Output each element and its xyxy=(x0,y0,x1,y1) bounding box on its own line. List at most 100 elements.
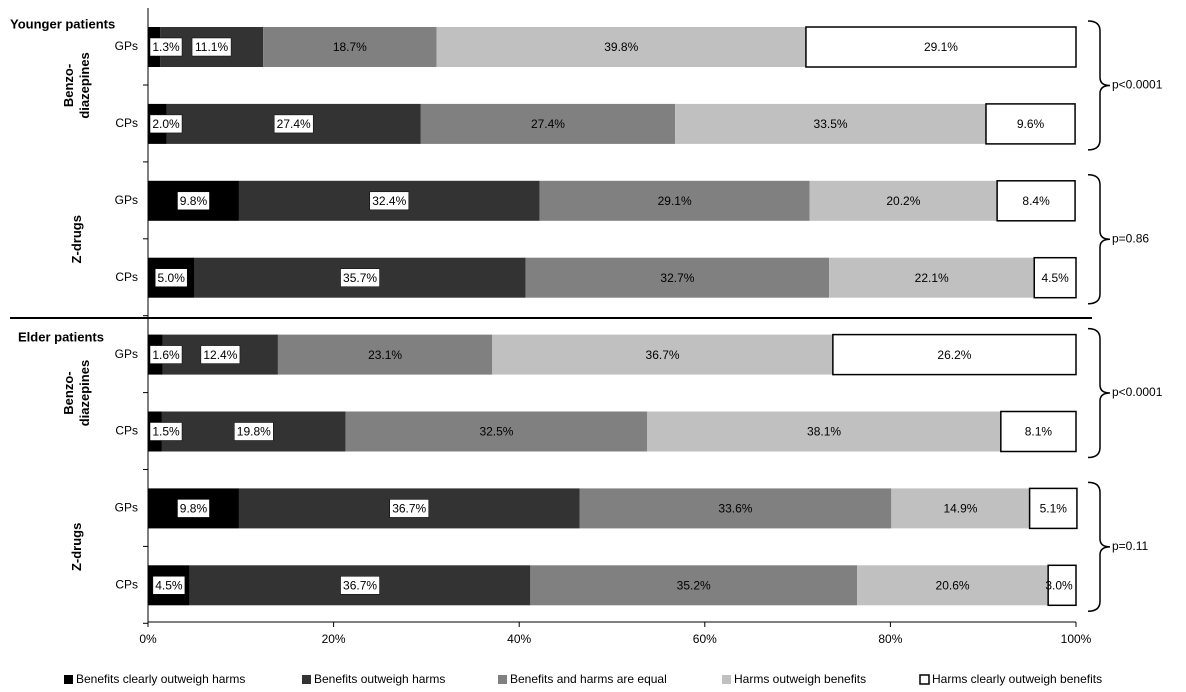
label-box xyxy=(200,345,241,364)
bar-segment xyxy=(1028,487,1078,530)
label-box xyxy=(369,191,410,211)
bar-segment xyxy=(805,26,1077,68)
group-label-line: Z-drugs xyxy=(69,523,84,571)
data-label: 26.2% xyxy=(937,348,971,362)
p-value: p<0.0001 xyxy=(1112,78,1163,92)
x-tick-label: 100% xyxy=(1061,632,1092,646)
label-box xyxy=(191,37,232,57)
data-label: 33.6% xyxy=(718,502,752,516)
bar-segment xyxy=(1000,410,1077,453)
data-label: 5.0% xyxy=(158,271,186,285)
data-label: 20.6% xyxy=(936,578,970,592)
x-tick-label: 40% xyxy=(507,632,531,646)
category-label: CPs xyxy=(115,424,138,438)
label-box xyxy=(273,114,314,134)
data-label: 27.4% xyxy=(277,117,311,131)
group-label-line: Benzo- xyxy=(61,371,76,414)
data-label: 11.1% xyxy=(195,40,228,54)
data-label: 4.5% xyxy=(155,578,183,592)
category-label: GPs xyxy=(115,193,138,207)
data-label: 29.1% xyxy=(924,40,958,54)
bar-segment xyxy=(985,103,1076,145)
bar-segment xyxy=(277,334,493,375)
label-box xyxy=(389,499,429,518)
category-label: CPs xyxy=(115,270,138,284)
group-label: Z-drugs xyxy=(69,523,84,571)
legend-label: Benefits outweigh harms xyxy=(314,672,445,686)
bar-segment xyxy=(525,257,830,298)
data-label: 39.8% xyxy=(604,40,638,54)
x-tick-label: 20% xyxy=(322,632,346,646)
legend-label: Benefits clearly outweigh harms xyxy=(76,672,245,686)
data-label: 23.1% xyxy=(368,348,402,362)
label-box xyxy=(152,576,186,595)
group-label-line: Z-drugs xyxy=(69,215,84,263)
bar-segment xyxy=(856,565,1049,606)
bar-segment xyxy=(579,488,892,529)
legend-swatch xyxy=(302,675,311,684)
data-label: 38.1% xyxy=(807,425,841,439)
category-label: GPs xyxy=(115,39,138,53)
data-label: 1.6% xyxy=(152,348,180,362)
x-tick-label: 0% xyxy=(139,632,157,646)
legend-swatch xyxy=(722,675,731,684)
label-box xyxy=(149,422,183,441)
group-label: Z-drugs xyxy=(69,215,84,263)
panel-title: Younger patients xyxy=(10,16,115,31)
data-label: 2.0% xyxy=(152,117,180,131)
data-label: 14.9% xyxy=(943,502,977,516)
data-label: 9.8% xyxy=(180,502,208,516)
data-label: 36.7% xyxy=(343,578,377,592)
data-label: 9.6% xyxy=(1017,117,1045,131)
label-box xyxy=(340,268,380,287)
label-box xyxy=(177,191,210,211)
legend-label: Benefits and harms are equal xyxy=(510,672,667,686)
bar-segment xyxy=(1047,564,1077,607)
data-label: 8.4% xyxy=(1022,194,1050,208)
group-label-line: diazepines xyxy=(77,360,92,426)
label-box xyxy=(149,114,183,134)
data-label: 4.5% xyxy=(1041,271,1069,285)
bar-segment xyxy=(345,411,648,452)
label-box xyxy=(340,576,380,595)
bar-segment xyxy=(263,27,437,67)
data-label: 32.7% xyxy=(660,271,694,285)
data-label: 32.4% xyxy=(372,194,406,208)
data-label: 22.1% xyxy=(915,271,949,285)
data-label: 20.2% xyxy=(886,194,920,208)
data-label: 1.3% xyxy=(152,40,180,54)
bar-segment xyxy=(492,334,833,375)
panel-title: Elder patients xyxy=(18,329,104,344)
p-value: p=0.11 xyxy=(1112,539,1148,553)
data-label: 36.7% xyxy=(646,348,680,362)
x-tick-label: 80% xyxy=(878,632,902,646)
bar-segment xyxy=(530,565,857,606)
data-label: 3.0% xyxy=(1045,578,1073,592)
legend-label: Harms outweigh benefits xyxy=(734,672,866,686)
data-label: 18.7% xyxy=(333,40,367,54)
data-label: 29.1% xyxy=(658,194,692,208)
p-value: p=0.86 xyxy=(1112,231,1149,245)
label-box xyxy=(149,37,183,57)
data-label: 19.8% xyxy=(237,425,271,439)
label-box xyxy=(177,499,210,518)
x-tick-label: 60% xyxy=(693,632,717,646)
label-box xyxy=(234,422,274,441)
data-label: 36.7% xyxy=(392,502,426,516)
bar-segment xyxy=(832,333,1077,376)
data-label: 1.5% xyxy=(152,425,180,439)
legend-label: Harms clearly outweigh benefits xyxy=(932,672,1102,686)
legend-swatch xyxy=(919,674,930,685)
data-label: 33.5% xyxy=(814,117,848,131)
category-label: CPs xyxy=(115,116,138,130)
bar-segment xyxy=(891,488,1030,529)
legend-swatch xyxy=(64,675,73,684)
bracket xyxy=(1087,327,1111,459)
bar-segment xyxy=(436,27,806,67)
bracket xyxy=(1087,174,1111,305)
data-label: 5.1% xyxy=(1040,502,1068,516)
bar-segment xyxy=(829,257,1035,298)
bar-segment xyxy=(809,180,998,221)
bar-segment xyxy=(539,180,810,221)
